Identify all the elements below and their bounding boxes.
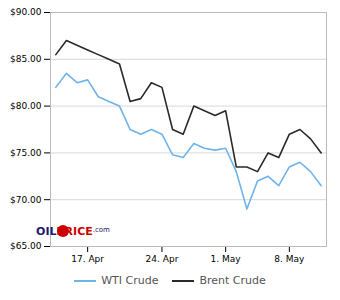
svg-text:$90.00: $90.00	[10, 7, 42, 17]
svg-text:1. May: 1. May	[211, 254, 242, 264]
html-text:Brent Crude: Brent Crude	[199, 274, 266, 287]
svg-text:$70.00: $70.00	[10, 195, 42, 205]
svg-text:24. Apr: 24. Apr	[146, 254, 179, 264]
svg-text:8. May: 8. May	[274, 254, 305, 264]
svg-text:$65.00: $65.00	[10, 241, 42, 251]
svg-text:OILPRICE.com: OILPRICE.com	[36, 225, 110, 238]
svg-text:$85.00: $85.00	[10, 54, 42, 64]
html-text:WTI Crude: WTI Crude	[101, 274, 159, 287]
svg-text:17. Apr: 17. Apr	[71, 254, 104, 264]
svg-text:$75.00: $75.00	[10, 148, 42, 158]
svg-text:$80.00: $80.00	[10, 101, 42, 111]
